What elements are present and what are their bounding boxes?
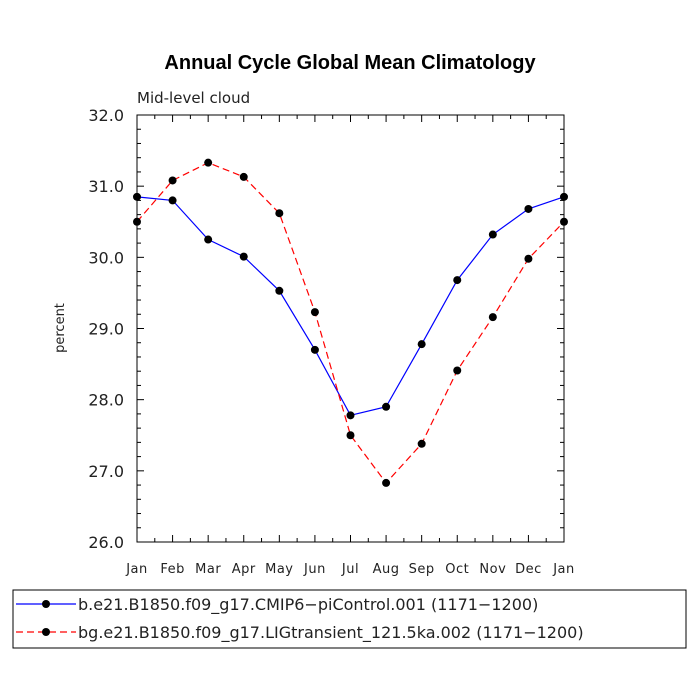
x-tick-label: May: [265, 562, 293, 577]
x-tick-label: Oct: [445, 562, 469, 577]
x-tick-label: Jan: [125, 562, 148, 577]
series-2-point: [168, 176, 177, 185]
series-2-point: [382, 478, 391, 487]
x-tick-label: Jun: [303, 562, 326, 577]
x-tick-label: Dec: [515, 562, 542, 577]
plot-frame: [136, 114, 565, 543]
x-tick-label: Sep: [409, 562, 435, 577]
series-1-point: [310, 345, 319, 354]
x-tick-label: Apr: [232, 562, 256, 577]
y-tick-label: 30.0: [88, 248, 124, 267]
series-1-point: [346, 411, 355, 420]
axis-ticks: Jan Feb Mar Apr May Jun Jul Aug Sep Oct Nov Dec Jan2…: [88, 106, 574, 577]
series-2-point: [204, 158, 213, 167]
y-tick-label: 27.0: [88, 462, 124, 481]
series-2-point: [346, 431, 355, 440]
x-tick-label: Feb: [160, 562, 185, 577]
y-tick-label: 29.0: [88, 320, 124, 339]
series-2-point: [275, 209, 284, 218]
series-1-point: [453, 276, 462, 285]
series-2-point: [310, 308, 319, 317]
x-tick-label: Mar: [195, 562, 221, 577]
series-2-point: [239, 172, 248, 181]
series-2-point: [488, 313, 497, 322]
legend-label-1: b.e21.B1850.f09_g17.CMIP6−piControl.001 …: [78, 595, 538, 615]
series-1-point: [275, 286, 284, 295]
chart-title: Annual Cycle Global Mean Climatology: [164, 52, 536, 74]
legend: b.e21.B1850.f09_g17.CMIP6−piControl.001 …: [12, 589, 687, 649]
x-tick-label: Aug: [373, 562, 400, 577]
y-tick-label: 32.0: [88, 106, 124, 125]
x-tick-label: Jan: [552, 562, 575, 577]
legend-marker-1: [42, 600, 50, 608]
series-2-point: [417, 439, 426, 448]
series-1-point: [524, 204, 533, 213]
series-1-point: [488, 230, 497, 239]
legend-marker-2: [42, 628, 50, 636]
series-1-point: [239, 252, 248, 261]
chart-subtitle: Mid-level cloud: [137, 89, 250, 107]
x-tick-label: Nov: [479, 562, 506, 577]
series-2-point: [453, 366, 462, 375]
y-axis-label: percent: [53, 303, 68, 353]
legend-frame: [12, 589, 687, 649]
x-tick-label: Jul: [341, 562, 359, 577]
y-tick-label: 31.0: [88, 177, 124, 196]
legend-label-2: bg.e21.B1850.f09_g17.LIGtransient_121.5k…: [78, 623, 584, 643]
plot-area: [133, 158, 568, 487]
series-1-point: [204, 235, 213, 244]
series-1-point: [382, 402, 391, 411]
y-tick-label: 28.0: [88, 391, 124, 410]
series-2-point: [524, 254, 533, 263]
series-1-point: [417, 340, 426, 349]
series-1-point: [168, 196, 177, 205]
y-tick-label: 26.0: [88, 533, 124, 552]
